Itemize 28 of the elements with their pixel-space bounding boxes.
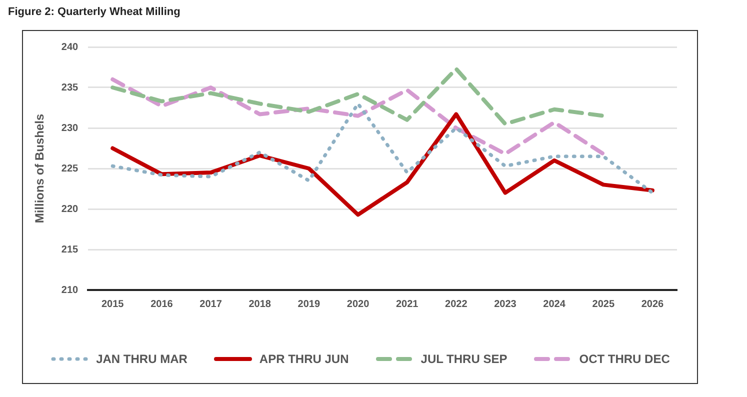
legend-label: JAN THRU MAR [96, 352, 188, 366]
x-tick-label: 2021 [396, 298, 419, 310]
x-tick-label: 2024 [543, 298, 566, 310]
y-axis-title: Millions of Bushels [32, 114, 47, 224]
line-series [110, 66, 606, 126]
y-tick-label: 215 [61, 244, 79, 256]
x-tick-label: 2026 [641, 298, 664, 310]
y-tick-label: 230 [61, 122, 79, 134]
chart-title: Figure 2: Quarterly Wheat Milling [8, 6, 180, 18]
y-tick-label: 225 [61, 163, 79, 174]
x-tick-label: 2016 [150, 298, 174, 310]
x-tick-label: 2022 [445, 298, 468, 310]
line-series [110, 77, 606, 156]
line-series [110, 102, 654, 195]
y-tick-label: 220 [61, 204, 79, 215]
legend-label: APR THRU JUN [259, 352, 349, 366]
y-tick-label: 210 [61, 284, 79, 296]
x-tick-label: 2018 [248, 298, 272, 310]
x-tick-label: 2025 [592, 298, 615, 310]
x-tick-label: 2019 [298, 298, 320, 310]
legend-label: OCT THRU DEC [579, 352, 670, 366]
x-tick-label: 2020 [346, 298, 370, 310]
y-tick-label: 240 [61, 42, 79, 53]
legend-label: JUL THRU SEP [420, 352, 508, 366]
x-tick-label: 2017 [200, 298, 222, 310]
x-tick-label: 2023 [494, 298, 517, 310]
x-tick-label: 2015 [102, 298, 124, 310]
y-tick-label: 235 [61, 82, 79, 94]
